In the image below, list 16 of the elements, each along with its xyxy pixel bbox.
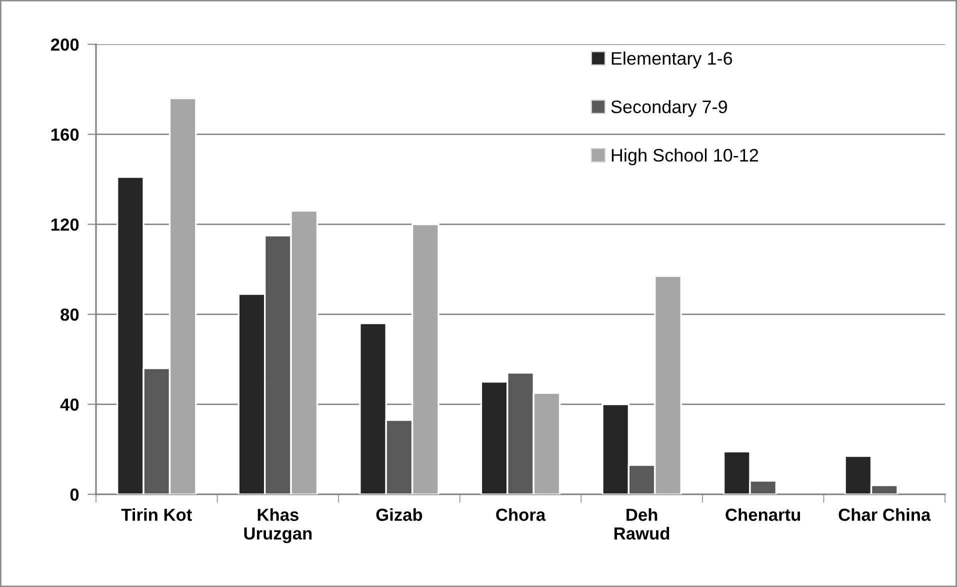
y-tick-label: 40: [60, 398, 79, 411]
x-tick-label: Gizab: [376, 508, 422, 521]
y-tick-label: 80: [60, 308, 79, 321]
legend-label: Elementary 1-6: [612, 52, 732, 68]
y-tick-label: 0: [70, 488, 79, 501]
y-tick-label: 120: [51, 218, 79, 231]
x-tick-label: Char China: [838, 508, 931, 521]
x-tick-label: Chenartu: [726, 508, 800, 521]
legend-label: High School 10-12: [612, 148, 758, 166]
x-tick-label: Khas Uruzgan: [244, 508, 312, 544]
x-tick-label: Tirin Kot: [121, 508, 192, 521]
y-tick-label: 160: [51, 128, 79, 141]
legend-label: Secondary 7-9: [611, 100, 727, 117]
y-tick-label: 200: [50, 38, 79, 51]
x-tick-label: Deh Rawud: [614, 508, 670, 540]
x-tick-label: Chora: [496, 508, 546, 521]
